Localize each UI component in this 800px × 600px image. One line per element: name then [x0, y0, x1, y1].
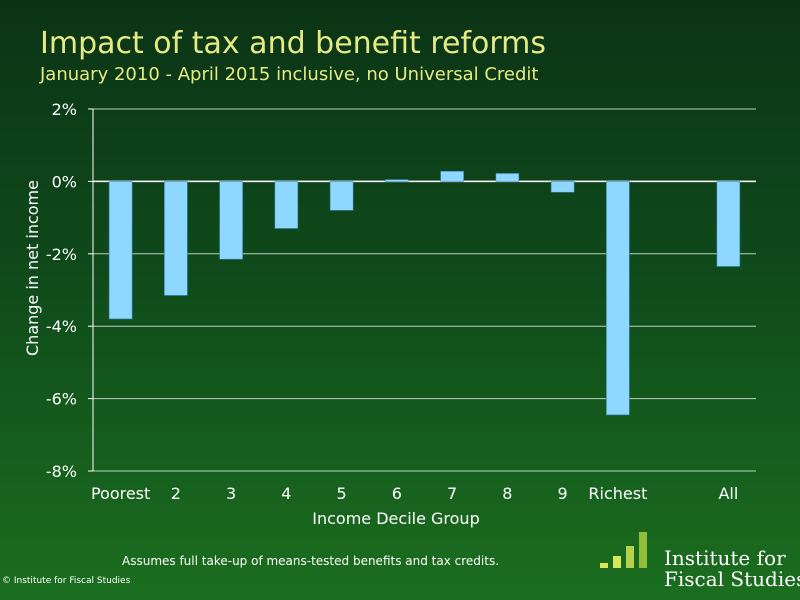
bar-3 — [219, 181, 243, 260]
x-tick-label: 9 — [558, 484, 568, 503]
logo-line-1: Institute for — [664, 546, 786, 570]
y-tick-label: 2% — [52, 100, 77, 119]
bars — [108, 170, 741, 416]
logo-bar-4 — [639, 532, 647, 568]
bar-poorest — [108, 181, 133, 320]
logo-bar-3 — [626, 546, 634, 568]
x-tick-label: 8 — [502, 484, 512, 503]
x-tick-label: 6 — [392, 484, 402, 503]
bar-7 — [440, 170, 464, 182]
x-axis-label: Income Decile Group — [312, 509, 479, 528]
bar-2 — [164, 181, 188, 296]
footnote: Assumes full take-up of means-tested ben… — [122, 554, 500, 568]
y-tick-label: -2% — [46, 245, 77, 264]
bar-5 — [329, 181, 354, 211]
gridlines — [93, 108, 756, 472]
bar-all — [716, 181, 741, 267]
x-tick-label: Richest — [588, 484, 647, 503]
bar-9 — [550, 181, 575, 193]
logo-bar-2 — [613, 556, 621, 568]
y-axis-label: Change in net income — [23, 180, 42, 356]
chart-subtitle: January 2010 - April 2015 inclusive, no … — [40, 64, 539, 85]
bar-richest — [606, 181, 630, 416]
tick-labels: 2% 0% -2% -4% -6% -8% Poorest 2 3 4 5 6 7 8 9 Richest Al… — [46, 100, 738, 503]
x-tick-label: 5 — [337, 484, 347, 503]
x-tick-label: 3 — [226, 484, 236, 503]
x-tick-label: 4 — [281, 484, 291, 503]
chart-title: Impact of tax and benefit reforms — [40, 26, 547, 61]
bar-6 — [385, 179, 409, 182]
bar-4 — [274, 181, 299, 229]
ifs-logo-text: Institute for Fiscal Studies — [664, 548, 800, 590]
axes — [88, 108, 756, 472]
x-tick-label: Poorest — [91, 484, 150, 503]
ifs-logo-bars-icon — [600, 532, 647, 568]
x-tick-label: All — [718, 484, 738, 503]
logo-bar-1 — [600, 563, 608, 568]
y-tick-label: -8% — [46, 462, 77, 481]
y-tick-label: -6% — [46, 390, 77, 409]
bar-8 — [495, 173, 520, 182]
y-tick-label: -4% — [46, 317, 77, 336]
x-tick-label: 2 — [171, 484, 181, 503]
x-tick-label: 7 — [447, 484, 457, 503]
y-tick-label: 0% — [52, 172, 77, 191]
copyright: © Institute for Fiscal Studies — [2, 576, 131, 586]
logo-line-2: Fiscal Studies — [664, 567, 800, 591]
